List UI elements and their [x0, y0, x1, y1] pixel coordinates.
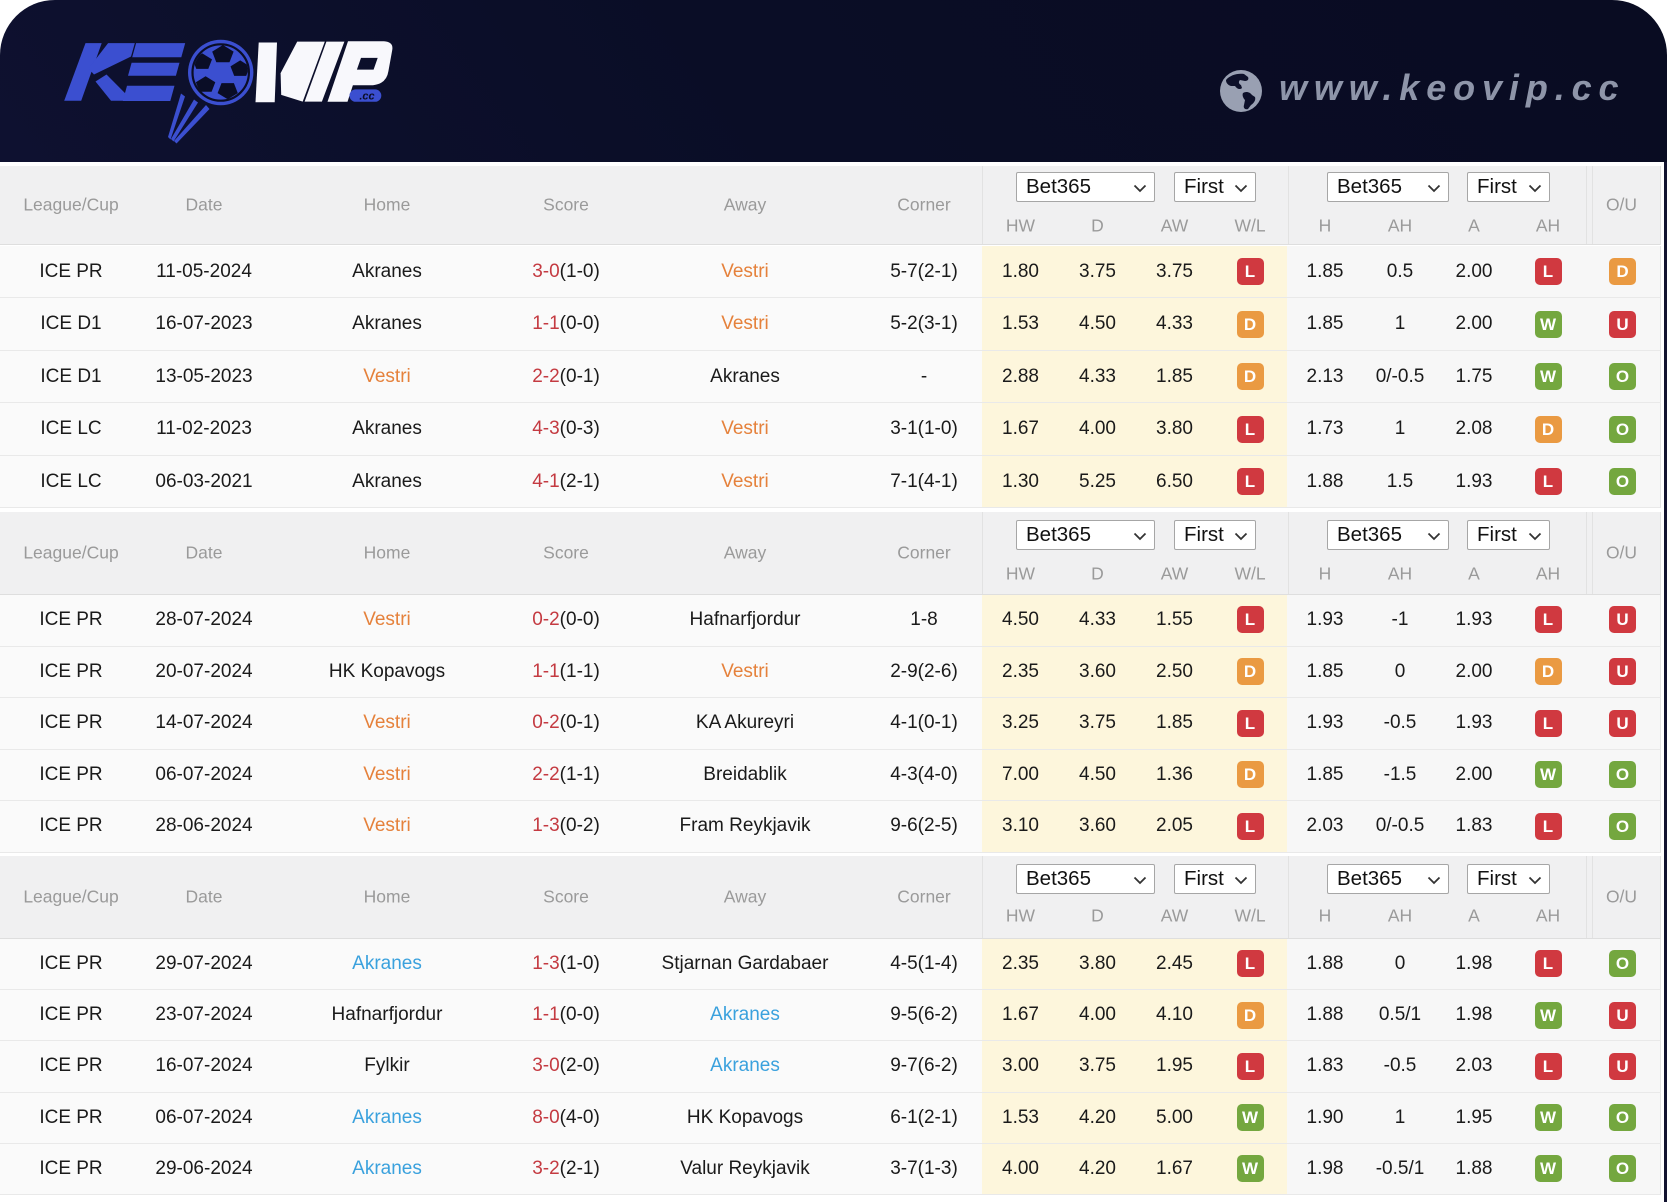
- svg-text:.cc: .cc: [359, 91, 374, 103]
